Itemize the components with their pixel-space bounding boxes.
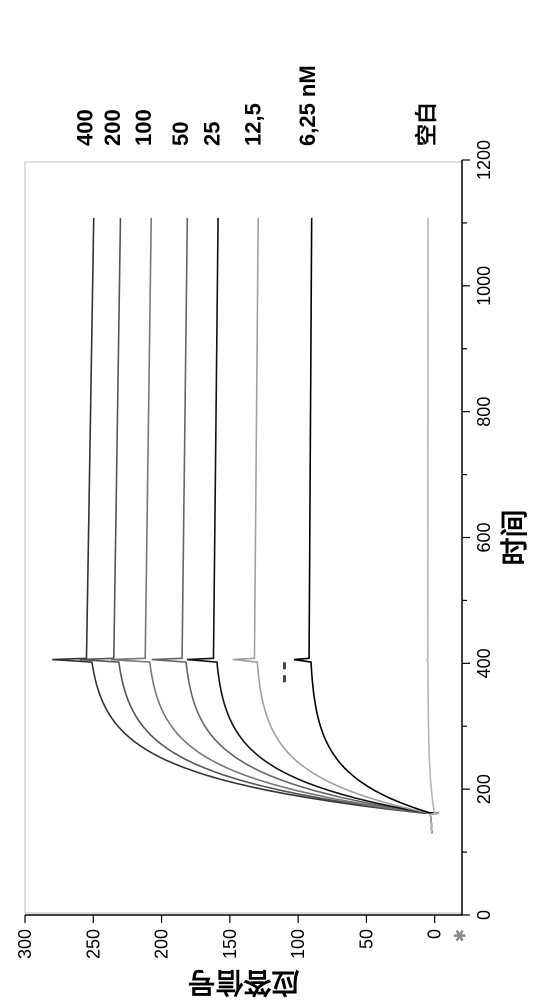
series-label: 6,25 nM — [295, 65, 320, 146]
x-axis-label: 时间 — [499, 509, 530, 565]
y-tick-label: 200 — [152, 929, 172, 959]
x-tick-label: 800 — [474, 397, 494, 427]
x-tick-label: 1000 — [474, 266, 494, 306]
x-tick-label: 600 — [474, 522, 494, 552]
y-tick-label: 0 — [425, 929, 445, 939]
chart-container: 020040060080010001200050100150200250300✱… — [0, 0, 547, 1000]
origin-marker: ✱ — [452, 929, 469, 942]
series-label: 空白 — [414, 102, 439, 146]
series-label: 50 — [168, 122, 193, 146]
series-label: 12,5 — [240, 103, 265, 146]
series-label: 200 — [100, 109, 125, 146]
y-tick-label: 150 — [220, 929, 240, 959]
y-tick-label: 100 — [288, 929, 308, 959]
y-tick-label: 300 — [15, 929, 35, 959]
y-axis-label: 应答信号 — [187, 967, 299, 999]
x-tick-label: 400 — [474, 648, 494, 678]
x-tick-label: 1200 — [474, 140, 494, 180]
y-tick-label: 50 — [356, 929, 376, 949]
y-tick-label: 250 — [83, 929, 103, 959]
sensorgram-chart: 020040060080010001200050100150200250300✱… — [0, 0, 547, 1000]
x-tick-label: 200 — [474, 774, 494, 804]
series-label: 100 — [131, 109, 156, 146]
x-tick-label: 0 — [474, 910, 494, 920]
series-label: 400 — [72, 109, 97, 146]
series-label: 25 — [199, 122, 224, 146]
